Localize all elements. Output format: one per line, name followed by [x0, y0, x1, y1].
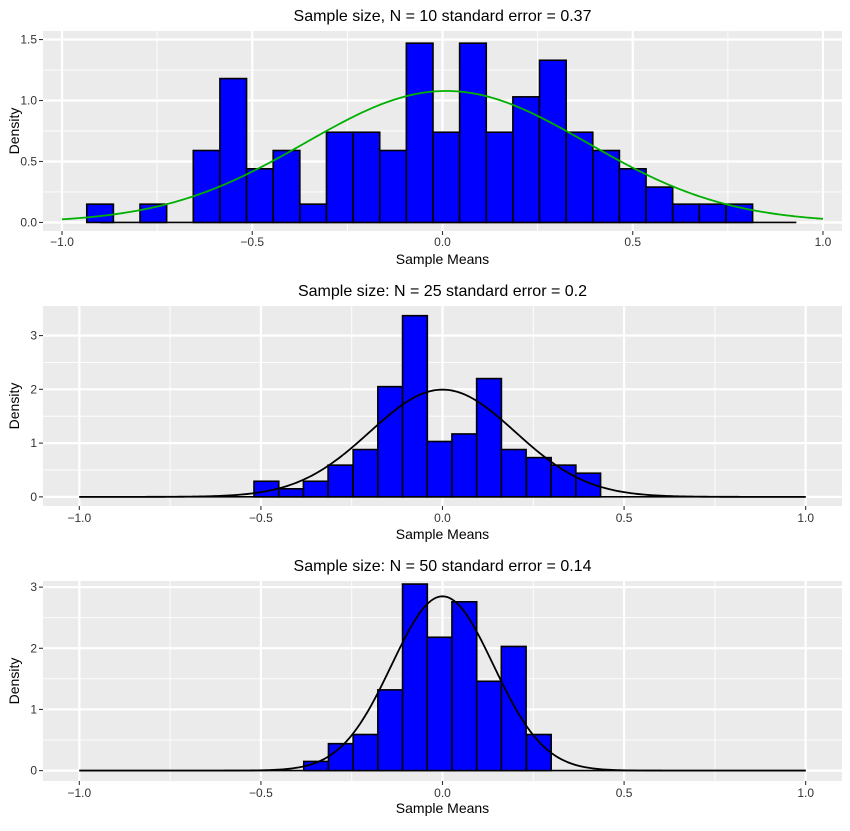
histogram-bar-24	[698, 203, 727, 224]
x-tick-label: 1.0	[797, 786, 814, 800]
y-axis-title: Density	[6, 658, 22, 705]
histogram-bar-12	[525, 456, 552, 498]
histogram-bar-22	[645, 186, 674, 224]
histogram-bar-17	[512, 96, 541, 224]
y-axis-title: Density	[6, 383, 22, 430]
histogram-bar-9	[451, 433, 478, 498]
x-axis-title: Sample Means	[396, 251, 489, 267]
y-tick-label: 0	[30, 764, 37, 778]
histogram-bar-19	[565, 131, 594, 224]
y-tick-label: 1.5	[20, 33, 37, 47]
x-tick-label: −0.5	[249, 786, 273, 800]
y-axis-title: Density	[6, 108, 22, 155]
histogram-bar-5	[401, 583, 429, 772]
histogram-bar-11	[352, 131, 381, 224]
y-tick-label: 2	[30, 382, 37, 396]
normal-density-curve	[79, 388, 806, 498]
y-tick-label: 1	[30, 436, 37, 450]
chart-title: Sample size: N = 25 standard error = 0.2	[298, 283, 587, 300]
histogram-bar-20	[591, 149, 621, 224]
x-tick-label: 1.0	[797, 511, 814, 525]
x-tick-label: −1.0	[67, 511, 91, 525]
histogram-bar-11	[500, 448, 527, 498]
chart-panel-2: −1.0 −0.5 0.0 0.5 1.0 0 1 2 3 Sample size: N = 25…	[6, 283, 842, 542]
y-tick-label: 1.0	[20, 94, 37, 108]
histogram-bar-16	[485, 131, 514, 224]
histogram-bar-14	[432, 131, 461, 224]
chart-title: Sample size: N = 50 standard error = 0.1…	[294, 558, 592, 575]
y-tick-label: 0.5	[20, 154, 37, 168]
x-axis-title: Sample Means	[396, 800, 489, 816]
x-tick-label: 0.5	[624, 235, 641, 249]
histogram-bar-10	[325, 131, 354, 224]
chart-panel-3: −1.0 −0.5 0.0 0.5 1.0 0 1 2 3 Sample size: N = 50…	[6, 558, 842, 816]
normal-density-curve	[79, 595, 806, 772]
histogram-bar-7	[245, 168, 274, 224]
x-tick-label: 0.0	[434, 235, 451, 249]
histogram-bar-18	[538, 59, 567, 224]
chart-title: Sample size, N = 10 standard error = 0.3…	[294, 8, 592, 25]
y-tick-label: 2	[30, 641, 37, 655]
y-tick-label: 3	[30, 329, 37, 343]
histogram-bar-6	[426, 636, 453, 772]
x-tick-label: 0.0	[434, 786, 451, 800]
histogram-bar-8	[475, 680, 503, 772]
x-tick-label: −0.5	[249, 511, 273, 525]
histogram-bar-9	[299, 203, 328, 224]
histogram-bar-2	[277, 487, 305, 498]
histogram-bar-6	[377, 385, 404, 498]
x-tick-label: 0.5	[616, 511, 633, 525]
x-tick-label: −1.0	[67, 786, 91, 800]
y-tick-label: 3	[30, 580, 37, 594]
histogram-bar-3	[352, 733, 379, 772]
histogram-bar-10	[475, 377, 503, 498]
histogram-bar-10	[525, 733, 552, 772]
histogram-bar-15	[458, 42, 488, 224]
y-tick-label: 1	[30, 702, 37, 716]
y-tick-label: 0	[30, 490, 37, 504]
x-axis-title: Sample Means	[396, 526, 489, 542]
histogram-bar-1	[85, 203, 115, 224]
histogram-bar-5	[352, 448, 379, 498]
histogram-bar-8	[426, 440, 453, 498]
histogram-bar-6	[219, 77, 248, 224]
y-tick-label: 0.0	[20, 215, 37, 229]
histogram-bar-3	[302, 480, 329, 498]
histogram-bar-8	[272, 149, 301, 224]
histogram-bar-12	[378, 149, 408, 224]
x-tick-label: −0.5	[240, 235, 264, 249]
x-tick-label: 0.0	[434, 511, 451, 525]
histogram-bar-7	[401, 314, 429, 498]
histogram-bar-4	[377, 689, 404, 772]
histogram-bar-5	[192, 149, 221, 224]
chart-panel-1: −1.0 −0.5 0.0 0.5 1.0 0.0 0.5 1.0 1.5 Sample size…	[6, 8, 842, 267]
histogram-bar-21	[618, 168, 647, 224]
histogram-bar-13	[405, 42, 434, 224]
normal-density-curve	[61, 90, 824, 221]
histogram-bar-7	[451, 600, 478, 772]
histogram-bar-4	[327, 464, 354, 498]
x-tick-label: 0.5	[616, 786, 633, 800]
histogram-bar-23	[671, 203, 701, 224]
histogram-bar-9	[500, 645, 527, 772]
x-tick-label: −1.0	[50, 235, 74, 249]
x-tick-label: 1.0	[815, 235, 832, 249]
